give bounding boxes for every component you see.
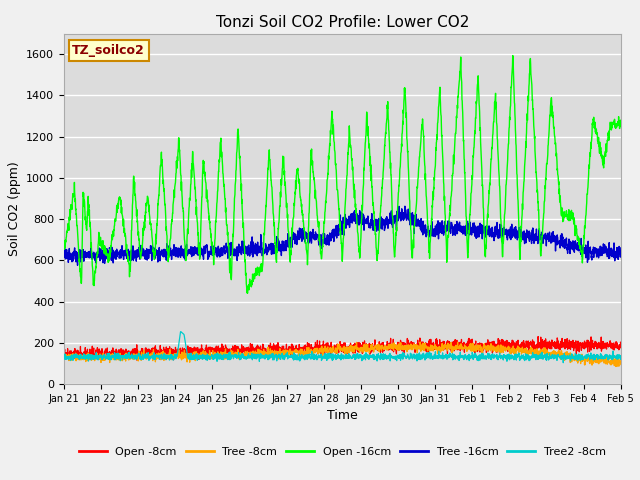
X-axis label: Time: Time xyxy=(327,409,358,422)
Text: TZ_soilco2: TZ_soilco2 xyxy=(72,44,145,57)
Legend: Open -8cm, Tree -8cm, Open -16cm, Tree -16cm, Tree2 -8cm: Open -8cm, Tree -8cm, Open -16cm, Tree -… xyxy=(74,442,611,461)
Y-axis label: Soil CO2 (ppm): Soil CO2 (ppm) xyxy=(8,161,20,256)
Title: Tonzi Soil CO2 Profile: Lower CO2: Tonzi Soil CO2 Profile: Lower CO2 xyxy=(216,15,469,30)
